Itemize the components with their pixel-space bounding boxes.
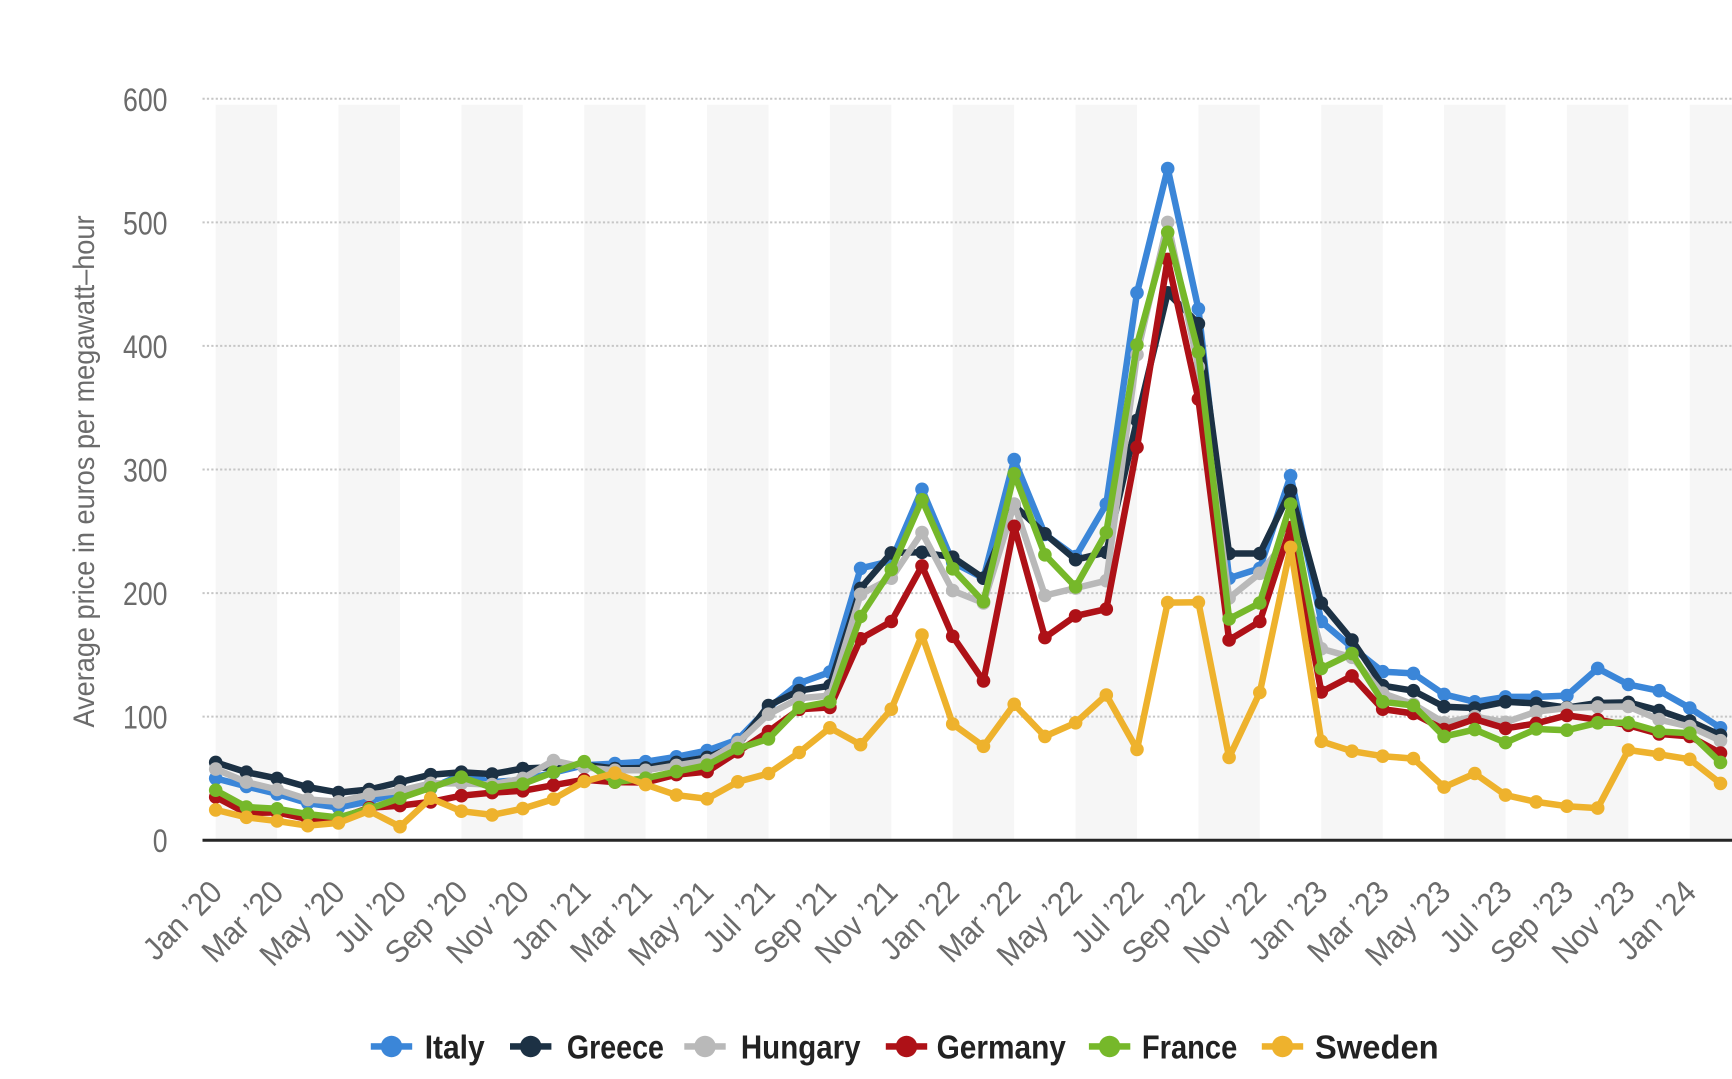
- svg-text:Italy: Italy: [425, 1029, 486, 1066]
- svg-text:300: 300: [123, 453, 168, 489]
- svg-text:Greece: Greece: [567, 1029, 664, 1066]
- svg-text:100: 100: [123, 700, 168, 736]
- svg-text:500: 500: [123, 205, 168, 241]
- svg-text:Germany: Germany: [937, 1029, 1067, 1066]
- svg-text:400: 400: [123, 329, 168, 365]
- svg-text:France: France: [1142, 1029, 1237, 1066]
- svg-text:Sweden: Sweden: [1315, 1029, 1439, 1066]
- svg-text:600: 600: [123, 82, 168, 118]
- svg-text:0: 0: [153, 823, 168, 859]
- svg-text:200: 200: [123, 576, 168, 612]
- svg-text:Hungary: Hungary: [741, 1029, 861, 1066]
- svg-text:Average price in euros per meg: Average price in euros per megawatt–hour: [68, 216, 101, 728]
